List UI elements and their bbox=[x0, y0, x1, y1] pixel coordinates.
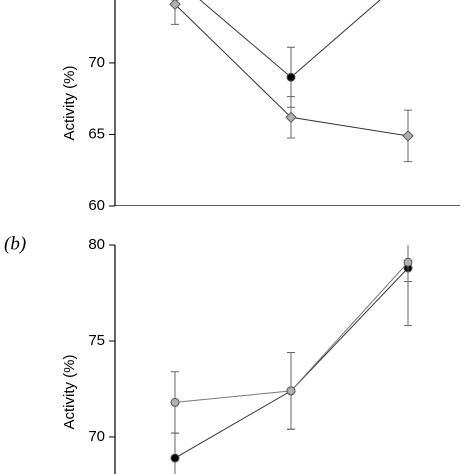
panel-label: (b) bbox=[4, 233, 26, 254]
y-tick-label: 75 bbox=[88, 332, 105, 349]
y-axis-label: Activity (%) bbox=[61, 354, 78, 429]
marker bbox=[169, 0, 181, 10]
marker bbox=[286, 72, 296, 82]
panel bbox=[114, 0, 460, 206]
error-bar bbox=[171, 432, 179, 474]
y-tick-label: 70 bbox=[88, 54, 105, 71]
y-tick-label: 70 bbox=[88, 428, 105, 445]
marker bbox=[286, 386, 296, 396]
y-tick-label: 60 bbox=[88, 197, 105, 214]
marker bbox=[403, 257, 413, 267]
marker bbox=[402, 130, 414, 142]
marker bbox=[170, 453, 180, 463]
y-tick-label: 65 bbox=[88, 125, 105, 142]
marker bbox=[170, 397, 180, 407]
marker bbox=[285, 111, 297, 124]
y-tick-label: 80 bbox=[88, 236, 105, 253]
y-axis-label: Activity (%) bbox=[61, 65, 78, 140]
panel bbox=[114, 245, 413, 474]
